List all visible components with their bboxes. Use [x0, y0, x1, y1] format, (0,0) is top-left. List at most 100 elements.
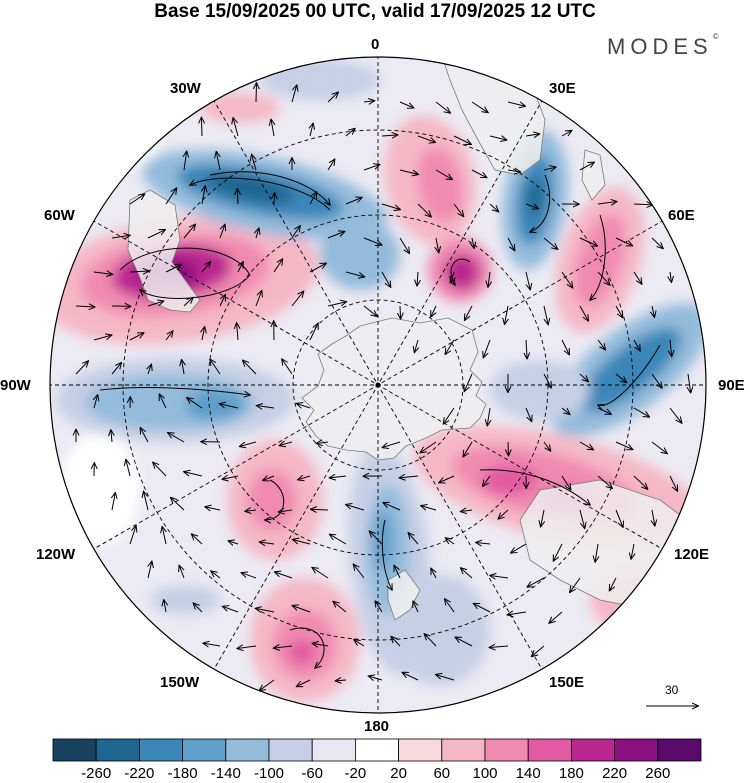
wind-arrow [633, 204, 652, 205]
wind-arrow [165, 331, 173, 341]
wind-arrow [471, 101, 488, 112]
wind-arrow [201, 262, 210, 273]
wind-arrow [489, 646, 509, 648]
wind-arrow [561, 271, 573, 288]
wind-arrow [465, 305, 473, 320]
wind-arrow [541, 509, 544, 527]
wind-arrow [420, 441, 437, 453]
wind-arrow [309, 323, 318, 341]
wind-arrow [464, 373, 473, 391]
wind-arrow [472, 237, 474, 248]
wind-arrow [609, 577, 617, 591]
colorbar-tick-label: -100 [253, 765, 285, 782]
wind-arrow [561, 131, 572, 137]
wind-arrow [273, 259, 283, 273]
wind-arrow [507, 102, 525, 106]
longitude-label-120e: 120E [674, 546, 710, 563]
wind-arrow [421, 506, 437, 510]
wind-arrow [670, 339, 672, 356]
wind-arrow [579, 509, 585, 528]
colorbar-tick-label: -220 [124, 765, 155, 782]
map-disc [50, 57, 706, 713]
wind-arrow [633, 475, 648, 489]
colorbar-swatch [571, 738, 616, 762]
wind-arrow [298, 476, 311, 480]
wind-arrow [256, 228, 259, 239]
wind-arrow [561, 339, 569, 355]
new-zealand-outline [387, 569, 421, 621]
wind-arrow [461, 568, 473, 579]
streamlines [99, 171, 661, 668]
south-america-outline [127, 189, 201, 313]
wind-arrow [543, 237, 557, 249]
wind-arrow [381, 135, 398, 136]
wind-arrow [443, 407, 455, 424]
wind-arrow [615, 305, 623, 317]
wind-arrow [453, 203, 464, 216]
wind-arrow [256, 83, 257, 103]
wind-arrow [463, 441, 473, 457]
map-title: Base 15/09/2025 00 UTC, valid 17/09/2025… [154, 1, 596, 22]
colorbar-tick-label: 180 [558, 765, 584, 782]
wind-arrow [327, 302, 346, 307]
wind-arrow [201, 117, 202, 137]
wind-arrow [424, 634, 437, 647]
wind-arrow [402, 673, 419, 681]
wind-arrow [275, 572, 293, 579]
wind-arrow [282, 359, 293, 375]
wind-arrow [507, 170, 520, 172]
colorbar-tick-label: -20 [344, 765, 367, 782]
wind-arrow [400, 305, 401, 319]
longitude-label-30w: 30W [170, 80, 201, 97]
longitude-label-0: 0 [371, 36, 380, 53]
wind-arrow [216, 152, 220, 171]
colorbar-swatch [527, 738, 572, 762]
colorbar-swatch [225, 738, 270, 762]
colorbar-swatch [441, 738, 486, 762]
wind-arrow [615, 237, 632, 246]
wind-arrow [471, 169, 487, 178]
wind-arrow [579, 162, 594, 171]
wind-arrow [237, 323, 238, 341]
wind-arrow [112, 493, 115, 511]
wind-arrow [75, 306, 95, 307]
colorbar-swatch [657, 738, 702, 762]
wind-arrow [363, 101, 374, 102]
wind-arrow [369, 531, 383, 545]
wind-arrow [330, 476, 347, 478]
wind-arrow [219, 225, 225, 239]
wind-arrow [111, 235, 130, 238]
wind-arrow [435, 169, 452, 179]
wind-arrow [263, 476, 275, 480]
map-boundary [49, 56, 707, 714]
wind-arrow [381, 203, 400, 210]
wind-arrow [436, 675, 455, 681]
wind-arrow [490, 576, 509, 578]
wind-arrow [383, 503, 401, 511]
wind-arrow [652, 509, 655, 526]
wind-arrow [257, 406, 275, 408]
longitude-label-150e: 150E [549, 674, 585, 691]
wind-arrow [417, 203, 431, 217]
wind-arrow [651, 237, 663, 248]
wind-arrow [431, 305, 436, 317]
colorbar-tick-label: -140 [210, 765, 241, 782]
wind-arrow [688, 373, 691, 393]
colorbar-tick-label: -60 [301, 765, 324, 782]
wind-arrow [579, 373, 588, 381]
colorbar-tick-label: 100 [472, 765, 498, 782]
wind-arrow [312, 643, 329, 646]
wind-arrow [414, 339, 418, 352]
wind-arrow [544, 305, 548, 324]
wind-arrow [259, 679, 275, 691]
wind-arrow [202, 327, 205, 341]
wind-arrow [153, 462, 167, 477]
wind-arrow [532, 645, 545, 656]
wind-arrow [309, 263, 326, 273]
wind-arrow [129, 194, 144, 205]
wind-arrow [233, 118, 239, 137]
wind-arrow [633, 339, 640, 351]
wind-arrow [631, 543, 634, 559]
wind-arrow [439, 475, 455, 483]
wind-arrow [184, 151, 187, 171]
